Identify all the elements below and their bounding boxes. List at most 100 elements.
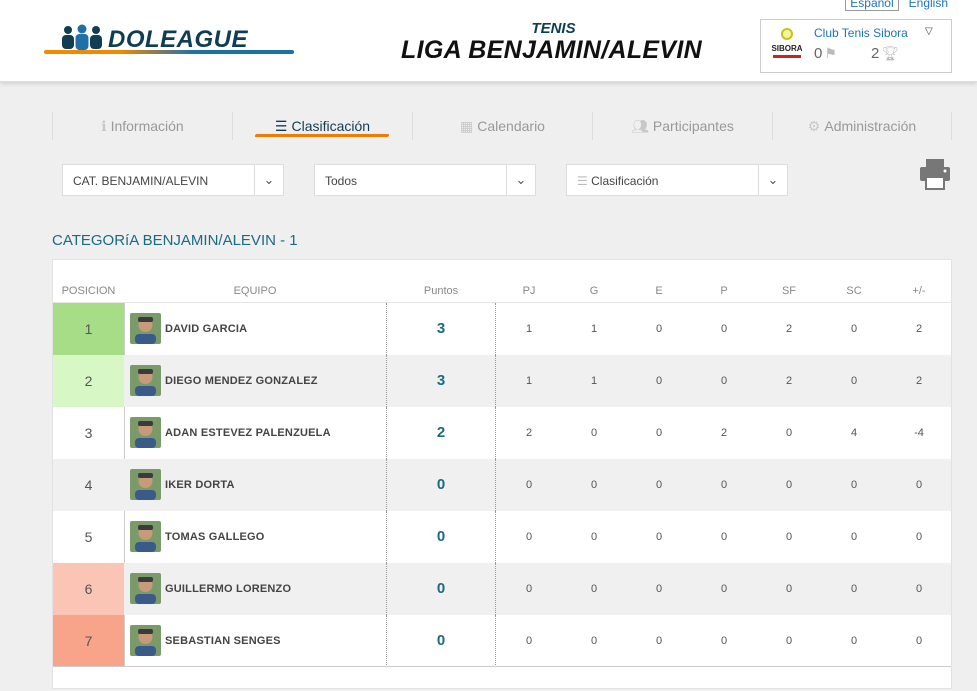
scope-select[interactable]: Todos ⌄	[314, 164, 536, 196]
pj-cell: 0	[525, 531, 533, 543]
table-row[interactable]: 2 DIEGO MENDEZ GONZALEZ 3 1 1 0 0 2 0 2	[53, 355, 951, 407]
team-name[interactable]: SEBASTIAN SENGES	[165, 635, 281, 647]
printer-icon[interactable]	[918, 157, 952, 191]
sf-cell: 0	[785, 635, 793, 647]
points-cell: 3	[386, 355, 496, 407]
chevron-down-icon[interactable]: ▽	[925, 26, 933, 37]
team-name[interactable]: GUILLERMO LORENZO	[165, 583, 292, 595]
club-selector[interactable]: SIBORA Club Tenis Sibora ▽ 0 ⚑ 2 🏆︎	[760, 19, 952, 73]
trophies-count: 2	[871, 45, 880, 62]
table-row[interactable]: 5 TOMAS GALLEGO 0 0 0 0 0 0 0 0	[53, 511, 951, 563]
flag-icon: ⚑	[824, 45, 837, 61]
active-tab-underline	[254, 134, 390, 137]
chevron-down-icon[interactable]: ⌄	[758, 165, 787, 195]
view-select[interactable]: ☰ Clasificación ⌄	[566, 164, 788, 196]
points-cell: 3	[386, 303, 496, 355]
pj-cell: 0	[525, 635, 533, 647]
table-row[interactable]: 7 SEBASTIAN SENGES 0 0 0 0 0 0 0 0	[53, 615, 951, 667]
users-icon: 👥︎	[631, 118, 649, 134]
sf-cell: 0	[785, 531, 793, 543]
p-cell: 0	[720, 583, 728, 595]
position-cell: 1	[53, 303, 124, 355]
sc-cell: 0	[850, 635, 858, 647]
flags-count: 0	[814, 45, 823, 62]
chevron-down-icon[interactable]: ⌄	[506, 165, 535, 195]
team-name[interactable]: DAVID GARCIA	[165, 323, 248, 335]
points-cell: 0	[386, 563, 496, 615]
tab-calendario[interactable]: ▦ Calendario	[412, 112, 592, 140]
category-select[interactable]: CAT. BENJAMIN/ALEVIN ⌄	[62, 164, 284, 196]
sf-cell: 2	[785, 323, 793, 335]
p-cell: 0	[720, 635, 728, 647]
pj-cell: 1	[525, 323, 533, 335]
e-cell: 0	[655, 635, 663, 647]
trophies-stat: 2 🏆︎	[871, 45, 899, 62]
team-name[interactable]: IKER DORTA	[165, 479, 235, 491]
e-cell: 0	[655, 583, 663, 595]
table-row[interactable]: 6 GUILLERMO LORENZO 0 0 0 0 0 0 0 0	[53, 563, 951, 615]
sf-cell: 0	[785, 583, 793, 595]
g-cell: 0	[590, 427, 598, 439]
table-header: POSICION EQUIPO Puntos PJ G E P SF SC +/…	[53, 282, 951, 302]
scope-select-value: Todos	[325, 174, 358, 188]
brand-wordmark: DOLEAGUE	[108, 26, 249, 53]
sc-cell: 0	[850, 531, 858, 543]
calendar-icon: ▦	[460, 118, 474, 134]
p-cell: 2	[720, 427, 728, 439]
e-cell: 0	[655, 375, 663, 387]
points-cell: 0	[386, 511, 496, 563]
e-cell: 0	[655, 479, 663, 491]
sc-cell: 0	[850, 583, 858, 595]
sf-cell: 0	[785, 479, 793, 491]
top-header: Español English DOLEAGUE TENIS LIGA BENJ…	[0, 0, 977, 82]
language-es-link[interactable]: Español	[845, 0, 899, 11]
table-body: 1 DAVID GARCIA 3 1 1 0 0 2 0 2 2 DIEGO M…	[53, 302, 951, 667]
pj-cell: 1	[525, 375, 533, 387]
team-name[interactable]: TOMAS GALLEGO	[165, 531, 265, 543]
col-puntos: Puntos	[423, 285, 459, 297]
chevron-down-icon[interactable]: ⌄	[254, 165, 283, 195]
col-equipo: EQUIPO	[233, 285, 277, 297]
team-name[interactable]: DIEGO MENDEZ GONZALEZ	[165, 375, 318, 387]
col-sf: SF	[781, 285, 797, 297]
col-diff: +/-	[912, 285, 926, 297]
col-e: E	[655, 285, 663, 297]
col-g: G	[589, 285, 599, 297]
player-avatar	[130, 365, 161, 396]
sport-label: TENIS	[531, 20, 576, 37]
club-name[interactable]: Club Tenis Sibora	[814, 26, 908, 40]
table-row[interactable]: 1 DAVID GARCIA 3 1 1 0 0 2 0 2	[53, 303, 951, 355]
tab-administracion[interactable]: ⚙ Administración	[772, 112, 952, 140]
position-cell: 2	[53, 355, 124, 407]
list-icon: ☰	[274, 118, 288, 134]
doleague-logo[interactable]: DOLEAGUE	[44, 22, 294, 56]
sc-cell: 0	[850, 323, 858, 335]
table-row[interactable]: 3 ADAN ESTEVEZ PALENZUELA 2 2 0 0 2 0 4 …	[53, 407, 951, 459]
diff-cell: 0	[915, 583, 923, 595]
trophy-icon: 🏆︎	[881, 45, 900, 61]
language-en-link[interactable]: English	[908, 0, 948, 10]
table-row[interactable]: 4 IKER DORTA 0 0 0 0 0 0 0 0	[53, 459, 951, 511]
team-name[interactable]: ADAN ESTEVEZ PALENZUELA	[165, 427, 331, 439]
p-cell: 0	[720, 375, 728, 387]
points-cell: 0	[386, 459, 496, 511]
league-title: LIGA BENJAMIN/ALEVIN	[401, 36, 702, 64]
col-p: P	[720, 285, 728, 297]
diff-cell: 0	[915, 635, 923, 647]
tab-label: Calendario	[477, 118, 545, 134]
diff-cell: 2	[915, 323, 923, 335]
tab-clasificacion[interactable]: ☰ Clasificación	[232, 112, 412, 140]
g-cell: 0	[590, 479, 598, 491]
club-logo-text: SIBORA	[771, 44, 803, 53]
brand-swoosh	[44, 50, 294, 54]
position-cell: 6	[53, 563, 124, 615]
diff-cell: -4	[914, 427, 924, 439]
player-avatar	[130, 469, 161, 500]
tab-label: Participantes	[652, 118, 734, 134]
tab-participantes[interactable]: 👥︎ Participantes	[592, 112, 772, 140]
tab-informacion[interactable]: ℹ Información	[52, 112, 232, 140]
sc-cell: 0	[850, 479, 858, 491]
points-cell: 2	[386, 407, 496, 459]
tennis-ball-icon	[781, 28, 793, 40]
sf-cell: 2	[785, 375, 793, 387]
